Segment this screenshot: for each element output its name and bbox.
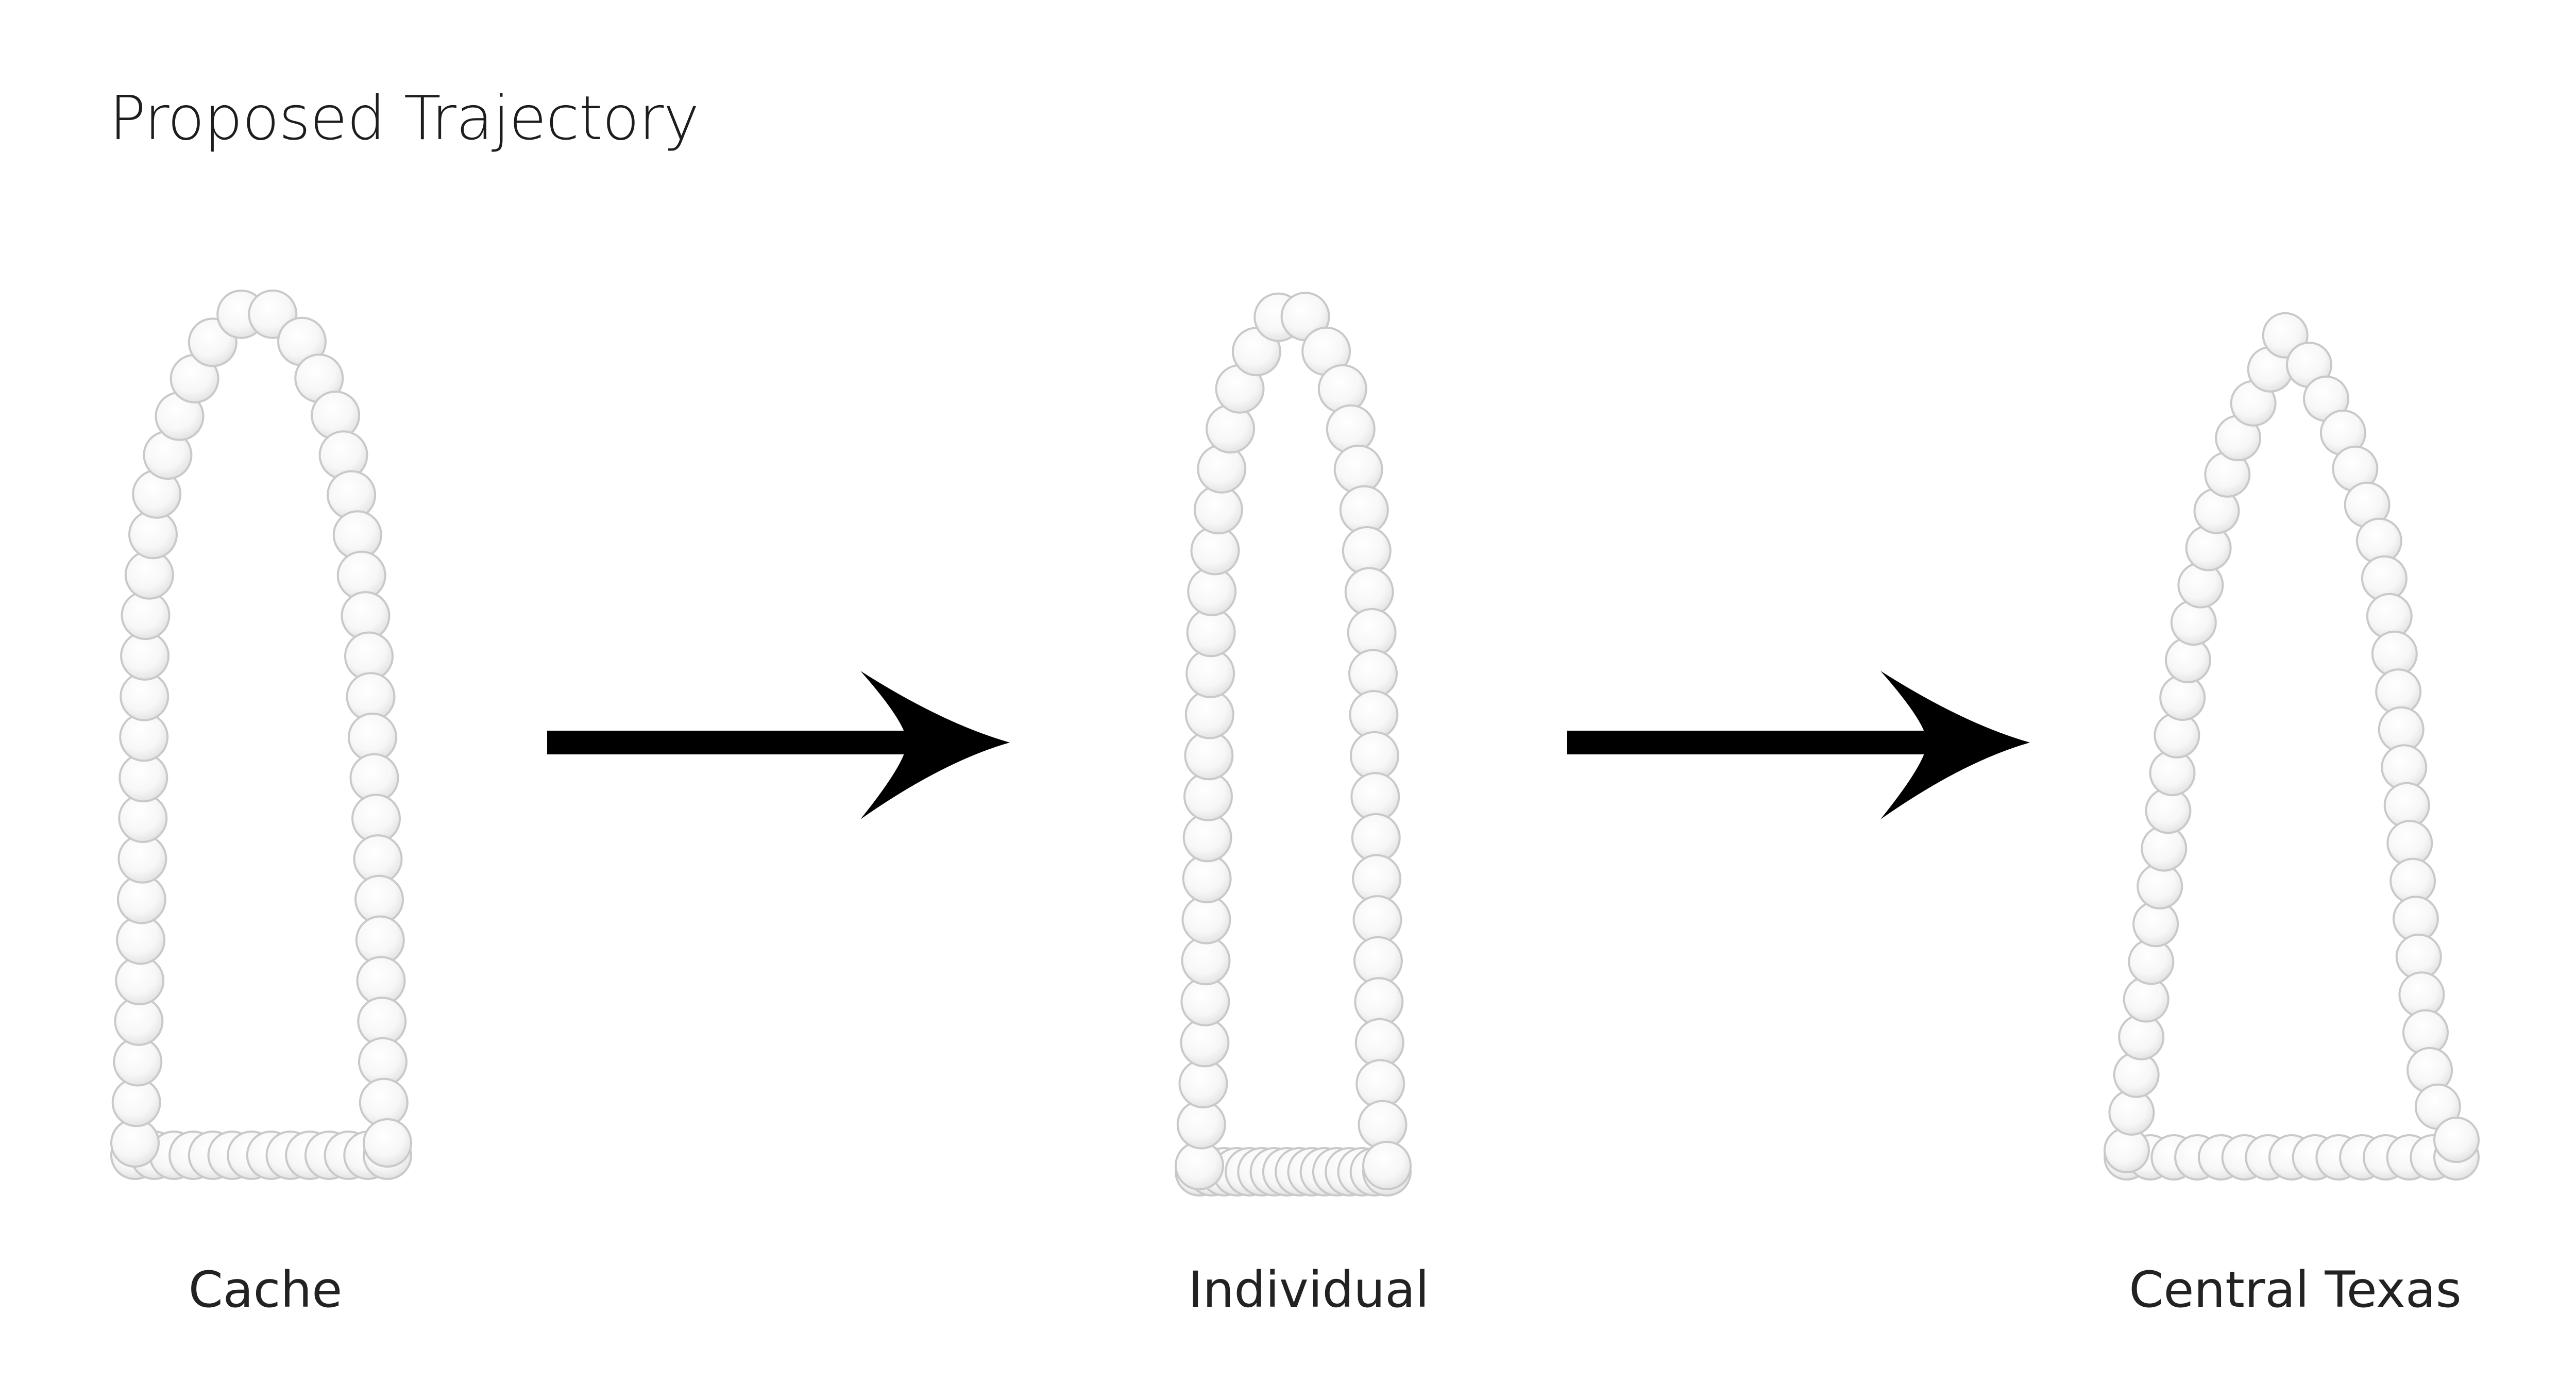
arrow-right-icon: [547, 671, 1010, 819]
bead: [1197, 444, 1247, 494]
bead: [2433, 1117, 2480, 1163]
bead: [1326, 404, 1376, 454]
diagram-title: Proposed Trajectory: [109, 82, 699, 154]
bead-loop-cache: [110, 289, 412, 1180]
bead: [363, 1118, 412, 1168]
bead: [1317, 364, 1367, 414]
bead-loop-central-texas: [2104, 312, 2480, 1181]
arrow-right-icon: [1567, 671, 2030, 819]
bead: [1362, 1141, 1412, 1190]
stage-label-cache: Cache: [188, 1261, 343, 1319]
bead-loop-individual: [1175, 292, 1412, 1196]
stage-label-central-texas: Central Texas: [2129, 1261, 2462, 1319]
stage-label-individual: Individual: [1188, 1261, 1429, 1319]
